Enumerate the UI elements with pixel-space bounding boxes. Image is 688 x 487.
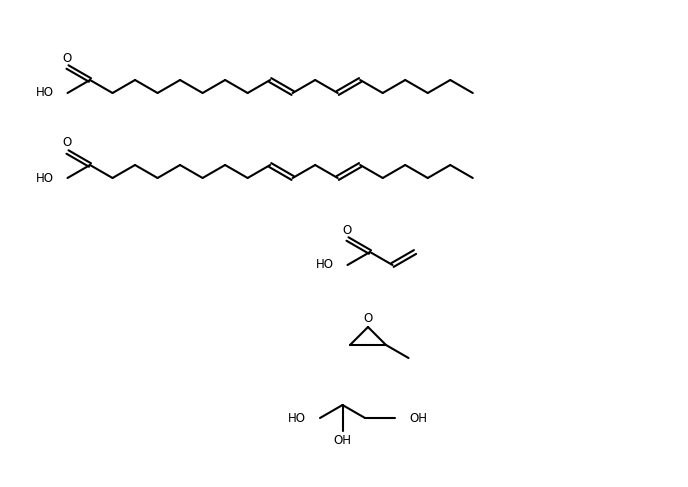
Text: O: O	[363, 312, 373, 324]
Text: HO: HO	[36, 87, 54, 99]
Text: O: O	[343, 224, 352, 237]
Text: O: O	[63, 52, 72, 64]
Text: HO: HO	[288, 412, 306, 425]
Text: OH: OH	[409, 412, 427, 425]
Text: HO: HO	[316, 259, 334, 271]
Text: OH: OH	[334, 434, 352, 448]
Text: O: O	[63, 136, 72, 150]
Text: HO: HO	[36, 171, 54, 185]
